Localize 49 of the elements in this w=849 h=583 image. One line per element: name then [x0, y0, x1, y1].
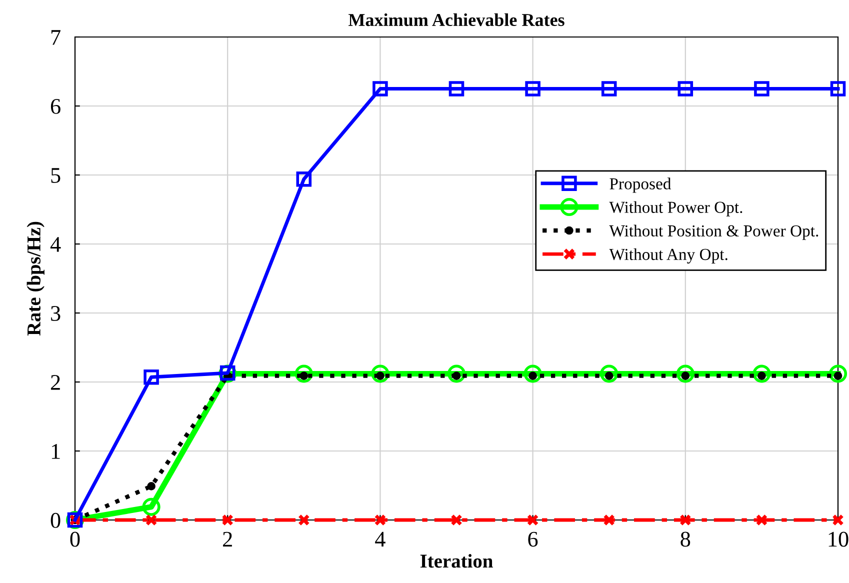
- point: [525, 81, 540, 96]
- x-tick-label: 0: [70, 532, 80, 547]
- point: [147, 482, 156, 490]
- point: [832, 514, 844, 526]
- point: [600, 364, 618, 383]
- point: [828, 364, 848, 383]
- y-tick-label: 7: [51, 30, 60, 45]
- legend-label: Proposed: [610, 178, 672, 193]
- point: [601, 81, 617, 96]
- x-tick-label: 10: [828, 532, 848, 547]
- point: [145, 514, 158, 526]
- y-tick-label: 0: [50, 512, 60, 528]
- point: [754, 81, 770, 96]
- y-tick-label: 3: [51, 306, 60, 321]
- point: [830, 81, 846, 96]
- point: [374, 514, 386, 526]
- y-axis-title: Rate (bps/Hz): [26, 222, 44, 336]
- point: [676, 364, 694, 383]
- point: [142, 498, 160, 516]
- point: [680, 514, 692, 526]
- point: [756, 514, 768, 526]
- y-tick-label: 2: [50, 374, 60, 390]
- point: [144, 370, 159, 385]
- point: [526, 514, 539, 526]
- point: [447, 364, 466, 383]
- point: [296, 172, 312, 187]
- point: [448, 81, 464, 96]
- point: [298, 514, 310, 526]
- legend-label: Without Any Opt.: [609, 248, 728, 264]
- point: [222, 514, 234, 526]
- legend-label: Without Position & Power Opt.: [609, 224, 818, 240]
- y-tick-label: 4: [50, 237, 61, 252]
- point: [372, 81, 388, 96]
- point: [524, 364, 542, 383]
- x-tick-label: 8: [680, 532, 690, 547]
- point: [752, 364, 771, 383]
- y-tick-label: 6: [50, 98, 60, 114]
- x-tick-label: 4: [375, 532, 386, 547]
- point: [371, 364, 390, 383]
- x-axis-title: Iteration: [420, 554, 493, 568]
- chart-title: Maximum Achievable Rates: [348, 13, 564, 26]
- point: [678, 81, 694, 96]
- x-tick-label: 6: [528, 532, 538, 547]
- point: [450, 514, 462, 526]
- point: [603, 514, 615, 526]
- x-tick-label: 2: [223, 532, 232, 547]
- y-tick-label: 5: [51, 168, 60, 183]
- legend-label: Without Power Opt.: [609, 201, 742, 216]
- y-tick-label: 1: [52, 444, 60, 459]
